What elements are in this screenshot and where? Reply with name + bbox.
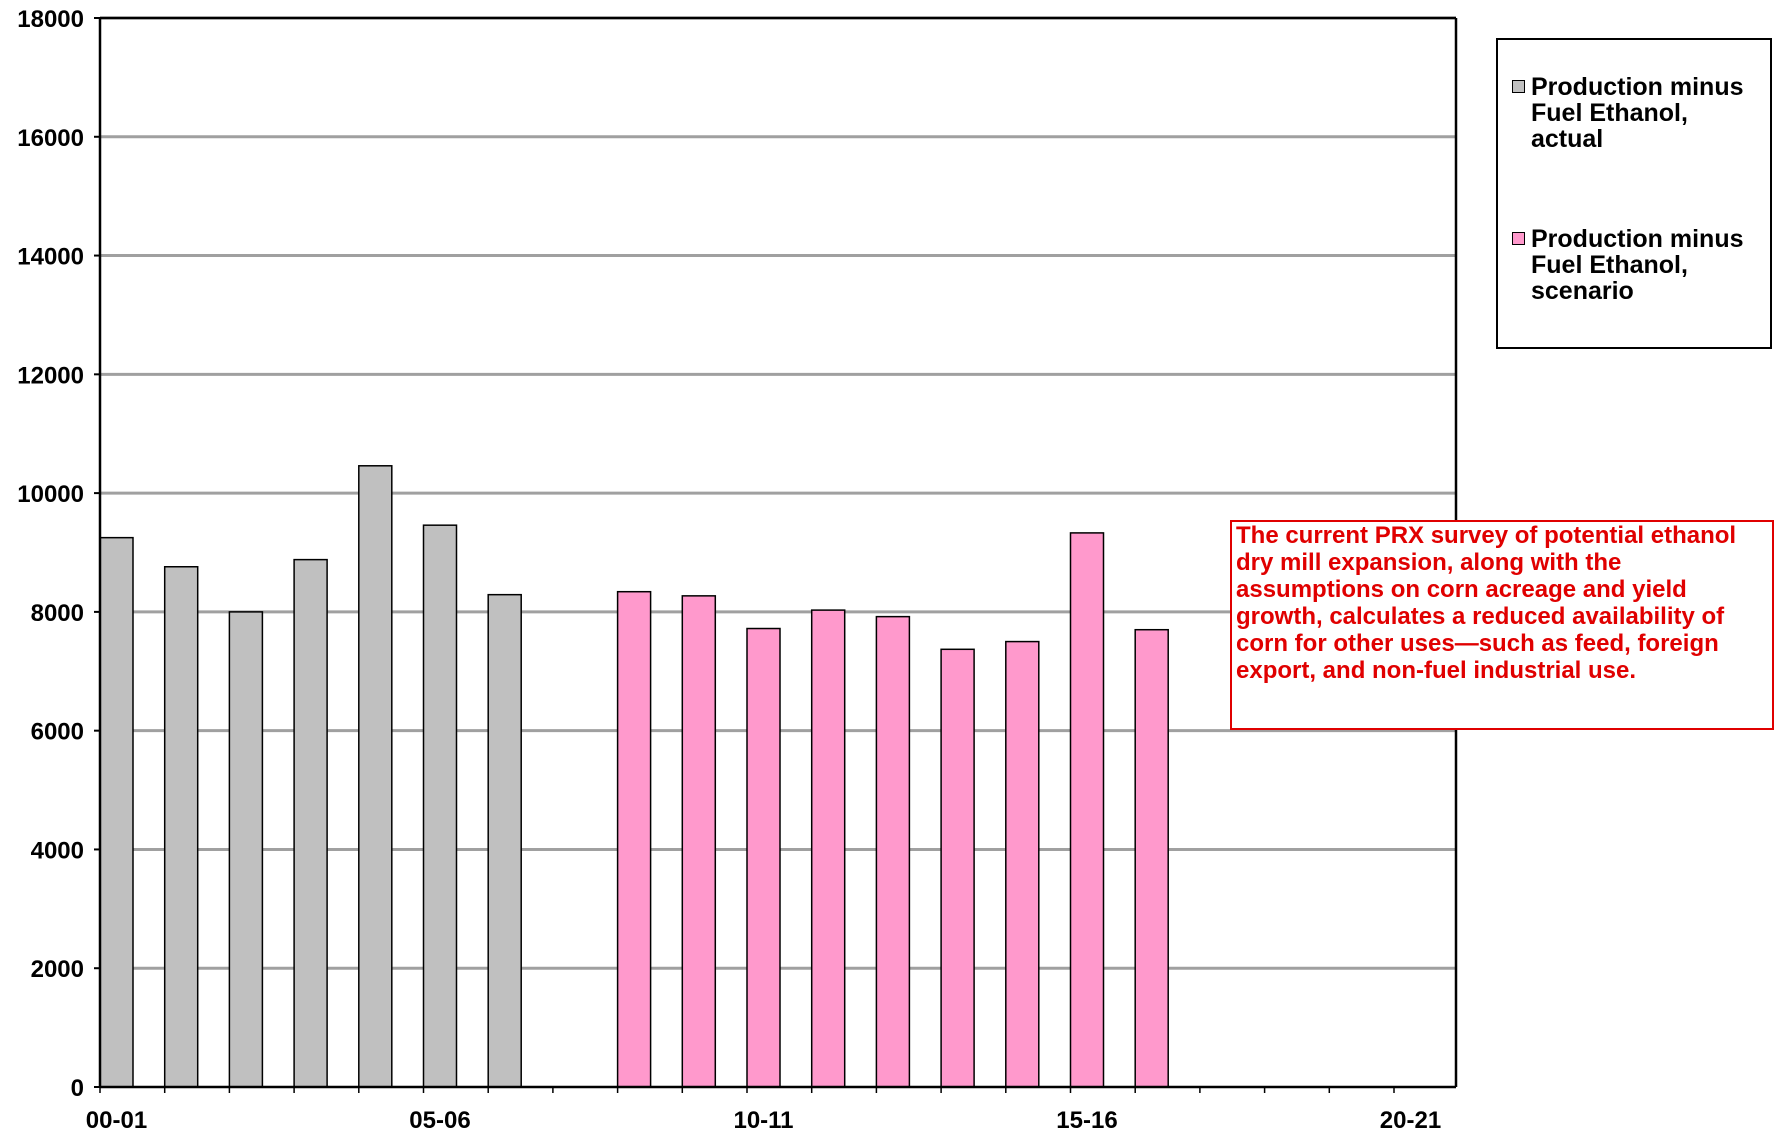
y-tick-label: 12000 [17, 362, 84, 389]
bar [940, 648, 975, 1088]
legend: Production minus Fuel Ethanol, actual Pr… [1496, 38, 1772, 349]
y-tick-label: 0 [71, 1075, 84, 1102]
y-tick-label: 8000 [31, 600, 84, 627]
x-tick-label: 00-01 [86, 1107, 147, 1131]
bar [1069, 532, 1105, 1088]
y-tick-label: 6000 [31, 719, 84, 746]
bar [422, 524, 458, 1088]
y-tick-label: 2000 [31, 956, 84, 983]
annotation-textbox: The current PRX survey of potential etha… [1230, 520, 1774, 730]
bar [681, 595, 717, 1088]
bar [163, 566, 199, 1088]
bar [1134, 628, 1169, 1088]
x-tick-label: 05-06 [409, 1107, 470, 1131]
y-tick-label: 16000 [17, 125, 84, 152]
x-tick-label: 15-16 [1056, 1107, 1117, 1131]
legend-swatch-actual [1512, 80, 1525, 93]
bar [875, 615, 911, 1088]
legend-label-scenario: Production minus Fuel Ethanol, scenario [1531, 225, 1744, 305]
bar [746, 627, 781, 1088]
x-tick-label: 20-21 [1380, 1107, 1441, 1131]
bar [1005, 640, 1040, 1088]
y-tick-label: 4000 [31, 837, 84, 864]
y-tick-label: 18000 [17, 6, 84, 33]
x-tick-label: 10-11 [733, 1107, 793, 1131]
bar [228, 611, 264, 1088]
y-tick-label: 14000 [17, 244, 84, 271]
bar [487, 593, 522, 1088]
y-tick-label: 10000 [17, 481, 84, 508]
bar [293, 558, 328, 1088]
bar [99, 536, 134, 1088]
bar [358, 465, 393, 1088]
legend-label-actual: Production minus Fuel Ethanol, actual [1531, 73, 1744, 153]
legend-swatch-scenario [1512, 232, 1525, 245]
bar [810, 609, 846, 1088]
bar [616, 590, 652, 1088]
